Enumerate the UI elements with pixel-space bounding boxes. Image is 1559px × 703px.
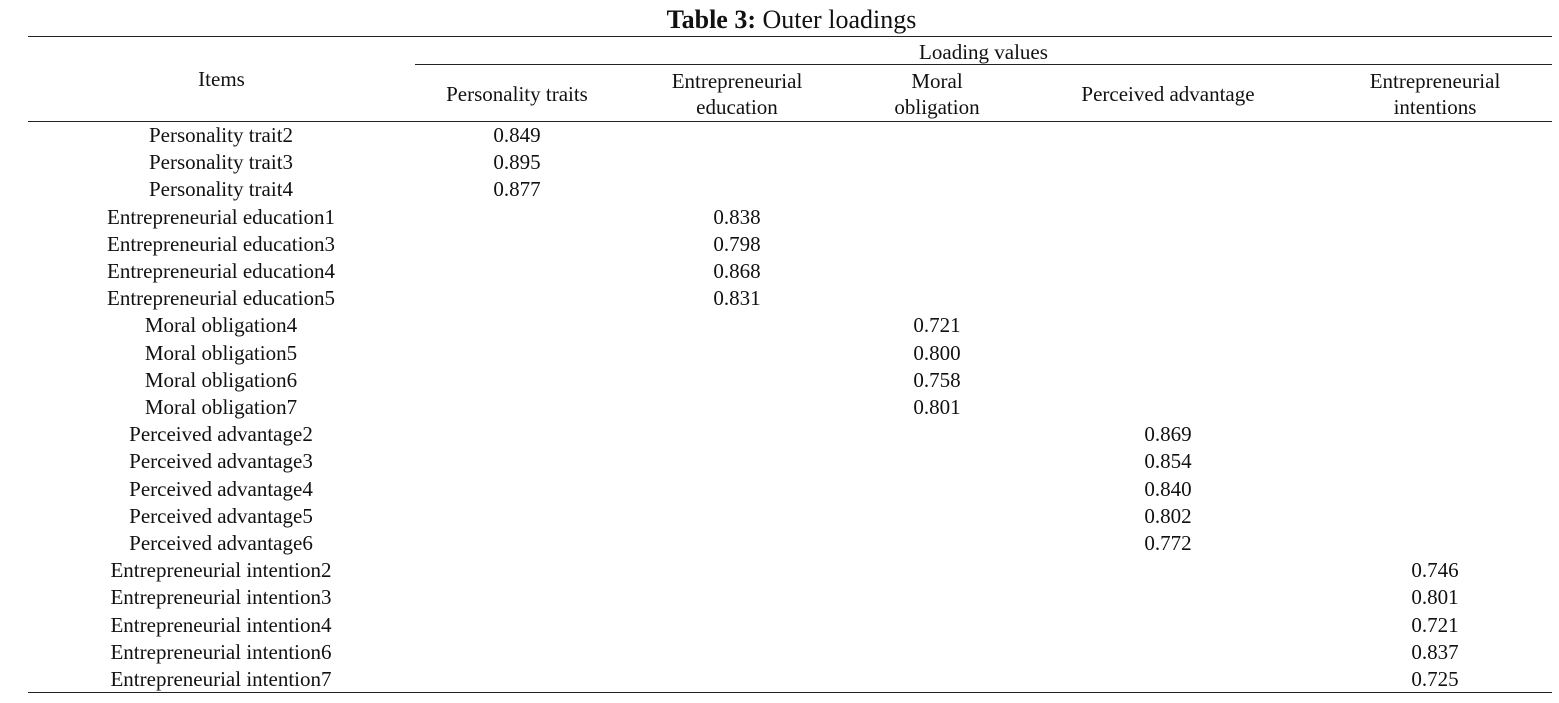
loading-value: 0.849: [493, 123, 541, 147]
item-label: Perceived advantage3: [129, 449, 313, 474]
loading-value: 0.801: [913, 395, 961, 419]
loading-value: 0.840: [1144, 476, 1192, 501]
item-label: Perceived advantage5: [129, 503, 313, 528]
loading-value: 0.831: [713, 286, 761, 311]
item-label: Entrepreneurial education4: [107, 259, 335, 283]
group-header: Loading values: [919, 40, 1048, 64]
loading-value: 0.868: [713, 259, 761, 283]
loading-value: 0.758: [913, 367, 961, 392]
column-header: Entrepreneurial education: [671, 69, 803, 119]
column-header: Entrepreneurial intentions: [1369, 69, 1501, 119]
header-rule: [28, 121, 1552, 122]
item-label: Entrepreneurial intention4: [110, 612, 332, 637]
loading-value: 0.721: [913, 313, 961, 338]
group-rule: [415, 64, 1552, 65]
item-label: Moral obligation7: [144, 395, 298, 419]
loading-value: 0.800: [913, 340, 961, 365]
item-label: Perceived advantage4: [129, 476, 313, 501]
loading-value: 0.721: [1411, 612, 1459, 637]
loading-value: 0.772: [1144, 531, 1192, 555]
loading-value: 0.869: [1144, 422, 1192, 447]
top-rule: [28, 36, 1552, 37]
column-header: Personality traits: [446, 82, 588, 106]
title-text: Outer loadings: [762, 5, 917, 34]
item-label: Entrepreneurial education5: [107, 286, 335, 311]
item-label: Personality trait4: [148, 177, 294, 202]
loading-value: 0.746: [1411, 558, 1459, 583]
column-header: Perceived advantage: [1081, 82, 1255, 106]
loading-value: 0.877: [493, 177, 541, 202]
item-label: Entrepreneurial intention6: [110, 639, 332, 664]
item-label: Personality trait3: [148, 150, 294, 175]
loading-value: 0.854: [1144, 449, 1192, 474]
loading-value: 0.838: [713, 204, 761, 229]
item-label: Perceived advantage2: [129, 422, 313, 447]
item-label: Moral obligation4: [144, 313, 298, 338]
loading-value: 0.798: [713, 231, 761, 256]
item-label: Entrepreneurial intention2: [110, 558, 332, 583]
loading-value: 0.725: [1411, 667, 1459, 691]
items-header: Items: [198, 67, 245, 91]
item-label: Perceived advantage6: [129, 531, 313, 555]
loading-value: 0.801: [1411, 585, 1459, 610]
loading-value: 0.802: [1144, 503, 1192, 528]
item-label: Moral obligation6: [144, 367, 298, 392]
loading-value: 0.895: [493, 150, 541, 175]
item-label: Moral obligation5: [144, 340, 298, 365]
title-label: Table 3:: [666, 5, 757, 34]
bottom-rule: [28, 692, 1552, 693]
table-title: Table 3: Outer loadings: [0, 5, 1559, 35]
loading-value: 0.837: [1411, 639, 1459, 664]
item-label: Entrepreneurial intention7: [110, 667, 332, 691]
item-label: Entrepreneurial education3: [107, 231, 335, 256]
item-label: Personality trait2: [148, 123, 294, 147]
item-label: Entrepreneurial education1: [107, 204, 335, 229]
item-label: Entrepreneurial intention3: [110, 585, 332, 610]
column-header: Moral obligation: [894, 69, 980, 119]
